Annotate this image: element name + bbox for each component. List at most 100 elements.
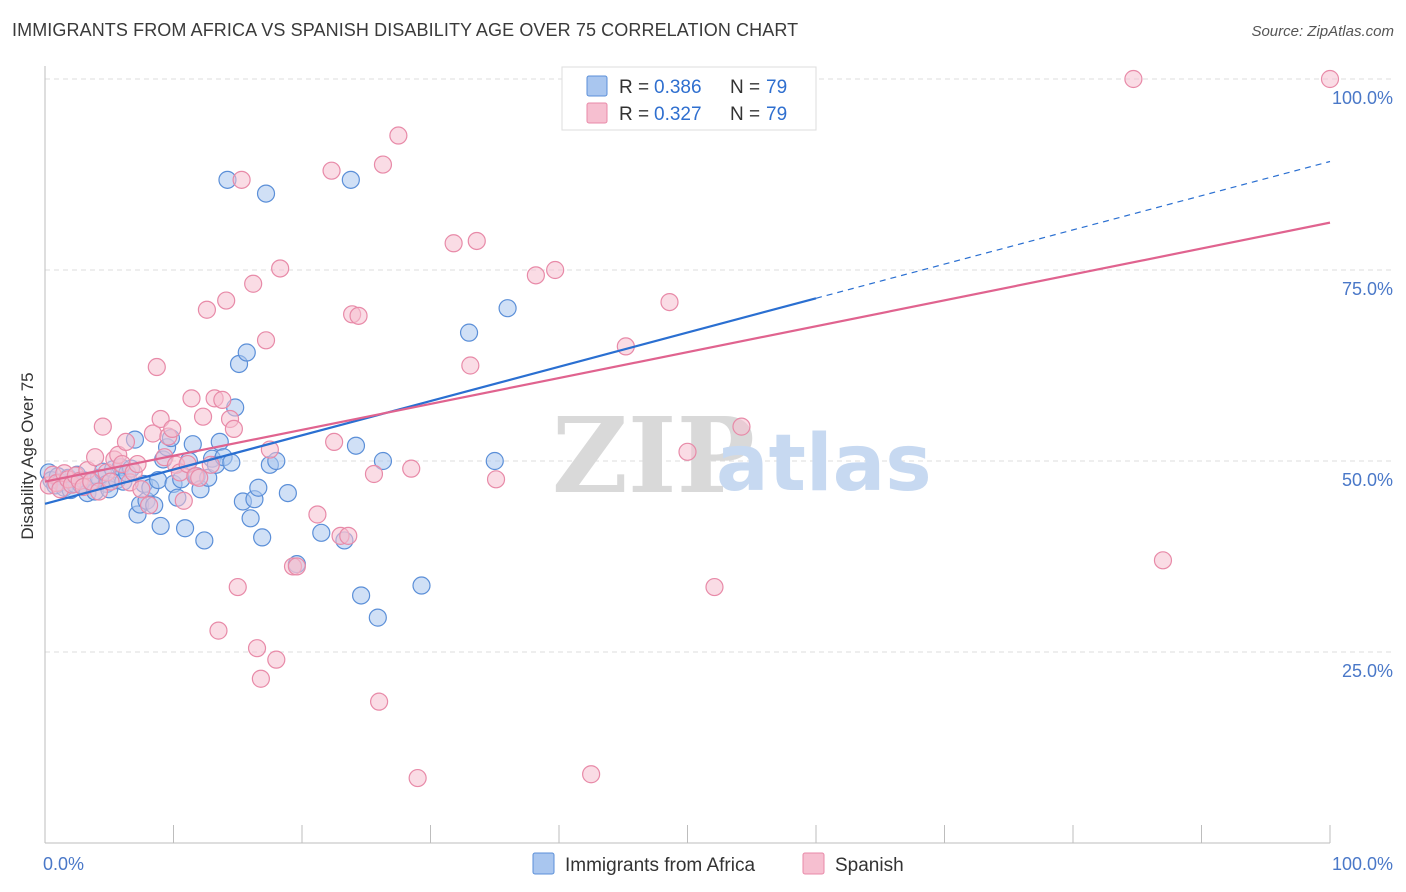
spanish-point [116, 432, 136, 451]
spanish-trend-line [44, 221, 1331, 483]
spanish-point [287, 557, 306, 576]
spanish-point [224, 419, 243, 439]
spanish-point [132, 480, 151, 499]
legend-africa-r-value: 0.386 [654, 77, 702, 98]
spanish-point [147, 357, 166, 377]
x-tick-label: 0.0% [43, 854, 84, 874]
africa-trend-line [44, 297, 817, 505]
spanish-point [163, 419, 182, 439]
spanish-point [546, 260, 565, 280]
spanish-point [232, 170, 251, 189]
africa-point [352, 586, 371, 605]
africa-point [249, 478, 268, 497]
spanish-point [267, 650, 286, 669]
legend-spanish-n-value: 79 [766, 104, 787, 125]
africa-point [312, 523, 331, 542]
africa-point [253, 528, 272, 547]
africa-point [237, 343, 256, 362]
spanish-point [582, 765, 601, 784]
spanish-point [444, 234, 463, 253]
africa-point [346, 436, 366, 455]
africa-point [373, 451, 393, 471]
spanish-point [486, 470, 506, 489]
africa-point [368, 608, 387, 627]
spanish-point [228, 577, 247, 597]
spanish-point [86, 448, 105, 467]
legend-spanish-swatch[interactable] [586, 102, 608, 124]
chart-source: Source: ZipAtlas.com [1251, 23, 1394, 40]
spanish-point [197, 300, 217, 319]
africa-point [256, 184, 276, 203]
bottom-legend: Immigrants from Africa Spanish [532, 852, 904, 876]
spanish-point [213, 390, 232, 409]
spanish-point [349, 306, 368, 325]
legend-spanish-n-label: N = [730, 104, 760, 125]
spanish-point [402, 459, 421, 478]
spanish-point [732, 417, 751, 436]
spanish-point [660, 292, 679, 312]
watermark-atlas: atlas [716, 419, 932, 509]
y-tick-label: 75.0% [1342, 279, 1393, 299]
africa-point [175, 519, 195, 538]
legend-spanish-r-value: 0.327 [654, 104, 702, 125]
africa-point [195, 531, 214, 550]
spanish-point [251, 669, 270, 688]
bottom-legend-spanish-swatch[interactable] [802, 852, 825, 875]
africa-point [151, 516, 170, 536]
spanish-point [182, 389, 201, 408]
spanish-point [322, 161, 341, 180]
x-tick-label: 100.0% [1332, 854, 1393, 874]
series-spanish-points [39, 69, 1340, 788]
y-tick-labels: 25.0% 50.0% 75.0% 100.0% [1332, 88, 1393, 681]
legend-africa-swatch[interactable] [586, 75, 608, 97]
africa-point [459, 323, 479, 342]
legend-africa-r-label: R = [619, 77, 649, 98]
spanish-point [370, 692, 389, 711]
spanish-point [373, 155, 393, 174]
spanish-point [389, 126, 408, 145]
legend-africa-n-label: N = [730, 77, 760, 98]
spanish-point [1320, 69, 1340, 89]
spanish-point [244, 274, 263, 293]
legend-africa-n-value: 79 [766, 77, 787, 98]
watermark-zip: ZIP [552, 394, 755, 517]
spanish-point [408, 768, 427, 788]
spanish-point [325, 432, 344, 451]
africa-point [412, 576, 431, 595]
spanish-point [339, 526, 358, 545]
legend-box: R = 0.386 N = 79 R = 0.327 N = 79 [561, 66, 817, 131]
y-tick-label: 25.0% [1342, 661, 1393, 681]
spanish-point [1153, 551, 1173, 570]
spanish-point [467, 231, 486, 251]
spanish-point [364, 464, 384, 484]
legend-spanish-r-label: R = [619, 104, 649, 125]
africa-point [278, 483, 297, 503]
bottom-legend-spanish-label[interactable]: Spanish [835, 855, 904, 876]
trend-lines [44, 160, 1331, 505]
spanish-point [151, 409, 170, 429]
spanish-point [139, 496, 159, 515]
spanish-point [271, 259, 290, 278]
bottom-legend-africa-swatch[interactable] [532, 852, 555, 875]
spanish-point [217, 291, 236, 310]
africa-trend-extension [815, 160, 1331, 299]
spanish-point [174, 491, 193, 510]
africa-point [241, 509, 260, 528]
bottom-legend-africa-label[interactable]: Immigrants from Africa [565, 855, 755, 876]
spanish-point [256, 331, 276, 350]
spanish-point [308, 505, 327, 524]
spanish-point [1124, 69, 1143, 89]
x-tick-labels: 0.0% 100.0% [43, 854, 1393, 874]
spanish-point [93, 417, 112, 436]
y-tick-label: 100.0% [1332, 88, 1393, 108]
africa-point [498, 299, 517, 318]
spanish-point [209, 621, 228, 640]
y-tick-label: 50.0% [1342, 470, 1393, 490]
spanish-point [526, 266, 545, 285]
axes [44, 66, 1331, 844]
series-africa-points [39, 69, 751, 627]
chart-title: IMMIGRANTS FROM AFRICA VS SPANISH DISABI… [12, 20, 799, 40]
spanish-point [461, 356, 480, 375]
spanish-point [705, 577, 724, 597]
